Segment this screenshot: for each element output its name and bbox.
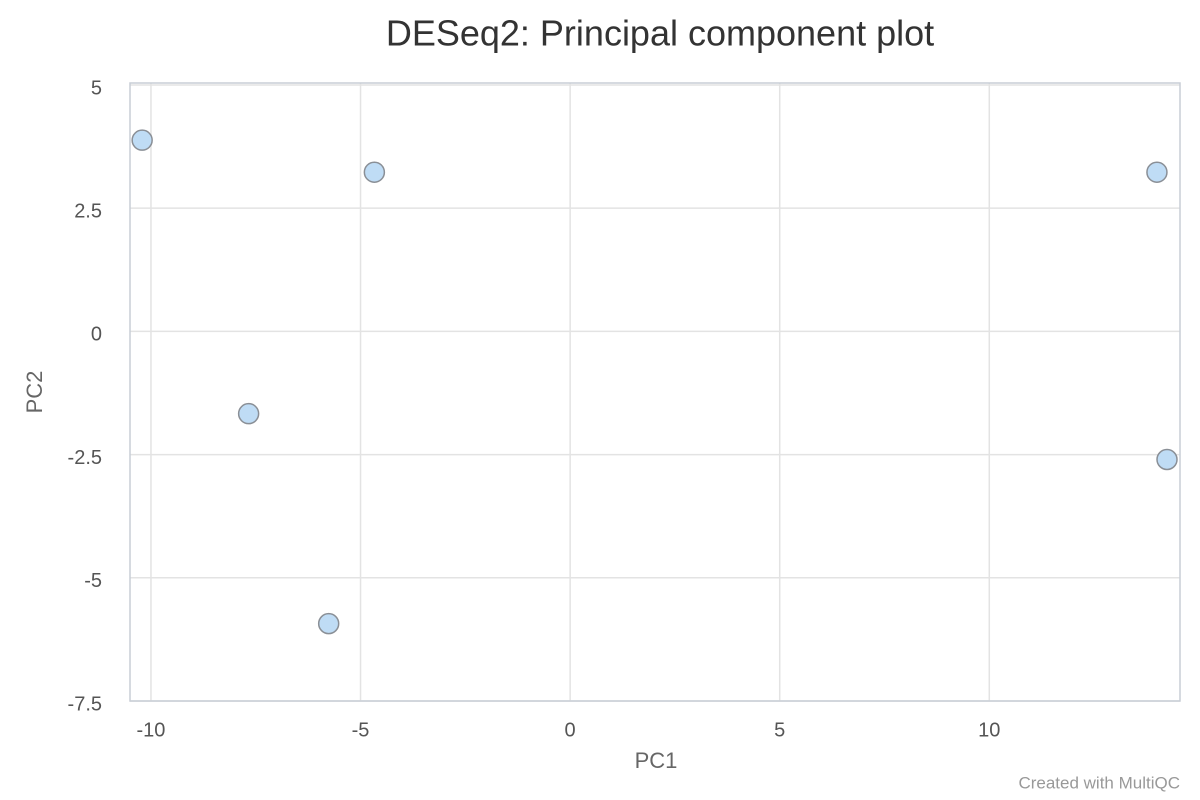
y-tick-label: -7.5 xyxy=(68,693,102,715)
point xyxy=(363,161,386,183)
y-tick-label: -5 xyxy=(84,570,102,592)
plot-frame xyxy=(129,82,1181,702)
x-tick-label: 0 xyxy=(565,719,576,741)
point xyxy=(237,402,260,425)
point xyxy=(1146,161,1168,183)
chart-title: DESeq2: Principal component plot xyxy=(386,13,934,54)
point xyxy=(1156,448,1178,471)
point xyxy=(317,612,340,635)
x-tick-label: 10 xyxy=(978,719,1000,741)
y-tick-label: 5 xyxy=(91,77,102,99)
x-axis-label: PC1 xyxy=(635,748,678,773)
point xyxy=(131,129,153,151)
x-tick-label: -10 xyxy=(137,719,166,741)
y-tick-label: 2.5 xyxy=(74,200,102,222)
y-tick-label: -2.5 xyxy=(68,447,102,469)
x-tick-label: -5 xyxy=(352,719,370,741)
credit: Created with MultiQC xyxy=(1018,773,1180,792)
x-tick-label: 5 xyxy=(774,719,785,741)
y-axis-label: PC2 xyxy=(22,371,47,414)
y-tick-label: 0 xyxy=(91,324,102,346)
